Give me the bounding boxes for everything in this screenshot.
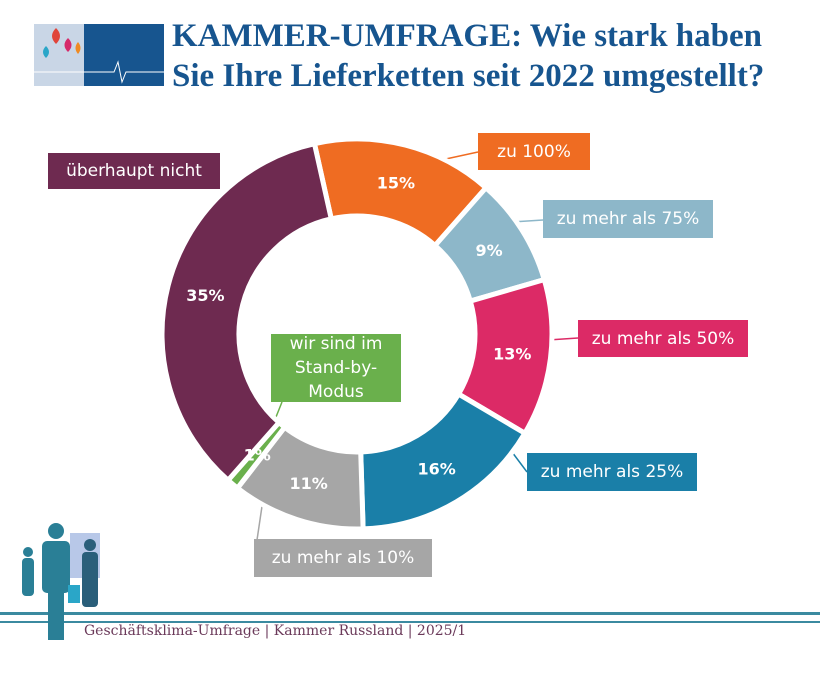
label-zu-100: zu 100%: [478, 133, 590, 170]
leader-line-25: [511, 451, 528, 473]
logo-moscow-domes: [34, 24, 164, 86]
footer-source: Geschäftsklima-Umfrage | Kammer Russland…: [84, 623, 467, 639]
page-title: KAMMER-UMFRAGE: Wie stark haben Sie Ihre…: [172, 18, 765, 94]
slice-value-label: 1%: [244, 446, 271, 465]
slice-value-label: 35%: [186, 286, 224, 305]
slice-value-label: 13%: [493, 345, 531, 364]
label-mehr-25: zu mehr als 25%: [527, 453, 697, 491]
label-mehr-75: zu mehr als 75%: [543, 200, 713, 238]
slice-value-label: 9%: [476, 241, 503, 260]
label-standby: wir sind im Stand-by-Modus: [271, 334, 401, 402]
slice-value-label: 16%: [418, 460, 456, 479]
donut-slice: [159, 140, 335, 484]
slice-value-label: 15%: [377, 173, 415, 192]
label-mehr-50: zu mehr als 50%: [578, 320, 748, 357]
label-ueberhaupt-nicht: überhaupt nicht: [48, 153, 220, 189]
label-mehr-10: zu mehr als 10%: [254, 539, 432, 577]
slice-value-label: 11%: [289, 474, 327, 493]
